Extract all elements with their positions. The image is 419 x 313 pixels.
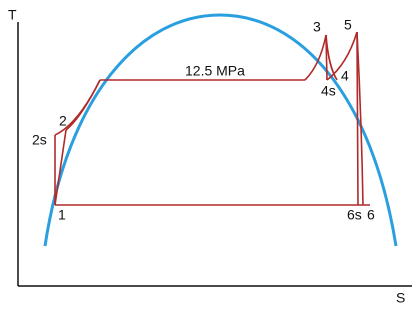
cycle <box>54 31 370 206</box>
lp-turbine-actual <box>356 31 364 206</box>
point-label: 5 <box>344 17 352 33</box>
saturation-dome <box>43 13 398 247</box>
point-label: 6s <box>347 207 362 223</box>
heating-2 <box>65 79 101 131</box>
point-label: 4 <box>341 68 349 84</box>
superheat <box>304 34 327 81</box>
point-label: 2 <box>59 113 67 129</box>
pump-actual <box>54 129 67 206</box>
lp-turbine-isentropic <box>356 31 359 206</box>
point-label: 6 <box>367 207 375 223</box>
hp-turbine-actual <box>325 34 338 81</box>
point-label: 1 <box>58 207 66 223</box>
point-label: 2s <box>32 132 47 148</box>
reheat <box>326 31 358 81</box>
y-axis-label: T <box>8 7 17 23</box>
x-axis-label: S <box>396 290 405 306</box>
point-label: 4s <box>321 83 336 99</box>
point-label: 3 <box>313 19 321 35</box>
pressure-label: 12.5 MPa <box>185 63 245 79</box>
